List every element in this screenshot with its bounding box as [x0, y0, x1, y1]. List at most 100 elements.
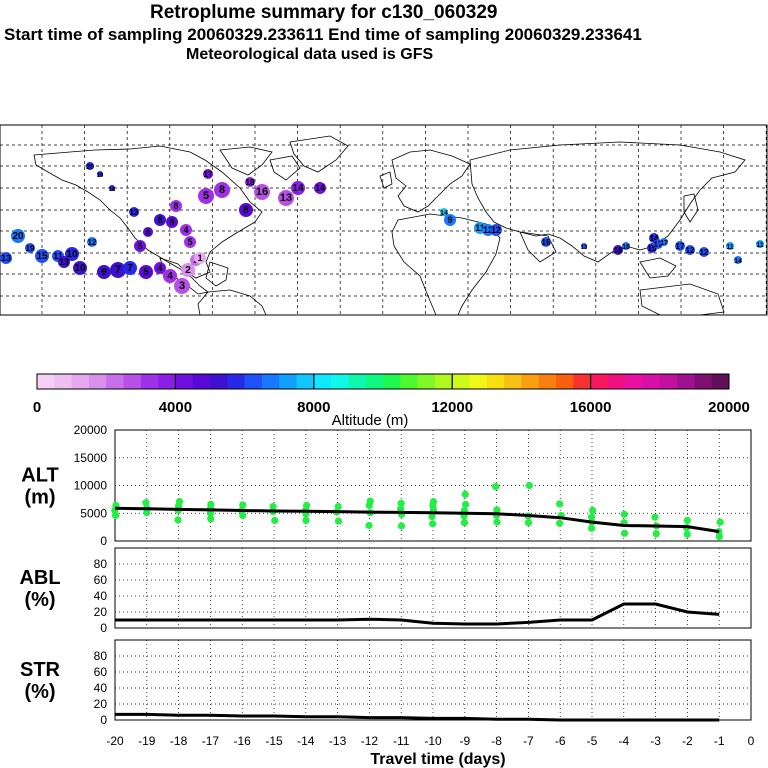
- altitude-point: [239, 512, 246, 519]
- plume-marker: 19: [97, 171, 104, 179]
- plume-marker: 4: [180, 224, 192, 236]
- plume-day-label: 5: [187, 237, 192, 247]
- plume-day-label: 7: [127, 263, 133, 274]
- altitude-colorbar: 0 4000 8000 12000 16000 20000Altitude (m): [33, 374, 750, 429]
- y-tick-label: 20: [94, 605, 108, 619]
- altitude-point: [462, 501, 469, 508]
- colorbar-swatch: [331, 374, 349, 389]
- plume-day-label: 14: [292, 183, 304, 194]
- plume-marker: 19: [25, 243, 35, 253]
- plume-marker: 18: [245, 177, 255, 187]
- y-axis-label: ALT: [21, 465, 58, 487]
- colorbar-swatch: [54, 374, 72, 389]
- y-tick-label: 80: [94, 649, 108, 663]
- altitude-point: [493, 519, 500, 526]
- plume-day-label: 14: [315, 183, 325, 193]
- y-axis-label: (%): [24, 589, 55, 611]
- colorbar-swatch: [504, 374, 522, 389]
- colorbar-swatch: [106, 374, 124, 389]
- plume-day-label: 3: [179, 280, 185, 292]
- altitude-point: [366, 502, 373, 509]
- plume-marker: 14: [291, 181, 305, 195]
- plume-day-label: 5: [203, 190, 209, 202]
- plume-day-label: 5: [143, 267, 149, 278]
- colorbar-swatch: [643, 374, 661, 389]
- altitude-point: [621, 530, 628, 537]
- colorbar-swatch: [470, 374, 488, 389]
- plume-day-label: 13: [280, 192, 292, 204]
- plume-day-label: 4: [183, 225, 188, 235]
- abl-panel: 0 20 40 60 80 ABL(%): [19, 548, 751, 635]
- colorbar-tick-label: 12000: [431, 399, 473, 416]
- colorbar-swatch: [383, 374, 401, 389]
- plume-marker: 12: [685, 245, 695, 255]
- plume-marker: 11: [726, 242, 734, 251]
- colorbar-swatch: [175, 374, 193, 389]
- colorbar-swatch: [262, 374, 280, 389]
- plume-marker: 5: [139, 265, 153, 279]
- altitude-point: [398, 522, 405, 529]
- plume-marker: 17: [675, 241, 685, 251]
- y-tick-label: 60: [94, 573, 108, 587]
- altitude-point: [556, 500, 563, 507]
- plume-day-label: 20: [86, 164, 94, 171]
- plume-day-label: 12: [686, 246, 695, 255]
- colorbar-swatch: [279, 374, 297, 389]
- plume-marker: 11: [756, 240, 764, 249]
- colorbar-swatch: [660, 374, 678, 389]
- x-tick-label: -9: [459, 734, 470, 748]
- colorbar-swatch: [452, 374, 470, 389]
- alt-panel-line: [115, 508, 719, 531]
- plume-day-label: 12: [88, 238, 97, 247]
- altitude-point: [651, 514, 658, 521]
- plume-marker: 14: [314, 182, 326, 194]
- y-tick-label: 80: [94, 557, 108, 571]
- plume-marker: 16: [254, 184, 270, 200]
- plume-marker: 9: [444, 214, 456, 226]
- plume-marker: 13: [0, 252, 12, 264]
- plume-day-label: 4: [167, 271, 173, 282]
- plume-marker: 5: [134, 240, 146, 252]
- plume-marker: 17: [203, 169, 213, 179]
- y-tick-label: 20000: [74, 423, 108, 437]
- plume-day-label: 15: [36, 251, 48, 262]
- plume-day-label: 9: [447, 215, 452, 225]
- plume-marker: 14: [734, 256, 742, 265]
- y-axis-label: (%): [24, 681, 55, 703]
- plume-marker: 8: [170, 200, 182, 212]
- colorbar-swatch: [556, 374, 574, 389]
- colorbar-swatch: [694, 374, 712, 389]
- plume-day-label: 8: [173, 201, 178, 211]
- colorbar-swatch: [348, 374, 366, 389]
- y-tick-label: 20: [94, 697, 108, 711]
- altitude-point: [653, 530, 660, 537]
- colorbar-tick-label: 20000: [708, 399, 750, 416]
- x-tick-label: -5: [587, 734, 598, 748]
- x-axis-label: Travel time (days): [370, 751, 505, 768]
- y-tick-label: 5000: [80, 506, 107, 520]
- plume-marker: 13: [129, 207, 139, 217]
- plume-day-label: 5: [137, 241, 142, 251]
- x-tick-label: -7: [523, 734, 534, 748]
- altitude-point: [335, 517, 342, 524]
- altitude-point: [461, 519, 468, 526]
- map-frame: [0, 125, 767, 315]
- x-tick-label: -18: [170, 734, 188, 748]
- plume-marker: 7: [123, 261, 137, 275]
- plume-day-label: 1: [197, 253, 202, 263]
- colorbar-swatch: [677, 374, 695, 389]
- colorbar-swatch: [521, 374, 539, 389]
- y-tick-label: 60: [94, 665, 108, 679]
- altitude-point: [174, 516, 181, 523]
- colorbar-swatch: [193, 374, 211, 389]
- map-panel: 2019151110131012977544322514988588161314…: [0, 125, 767, 315]
- x-tick-label: -2: [682, 734, 693, 748]
- colorbar-title: Altitude (m): [332, 412, 409, 429]
- plume-day-label: 18: [109, 187, 116, 193]
- plume-day-label: 9: [101, 267, 107, 278]
- altitude-point: [588, 525, 595, 532]
- altitude-point: [302, 517, 309, 524]
- colorbar-swatch: [37, 374, 55, 389]
- plume-marker: 8: [214, 182, 230, 198]
- y-tick-label: 0: [100, 534, 107, 548]
